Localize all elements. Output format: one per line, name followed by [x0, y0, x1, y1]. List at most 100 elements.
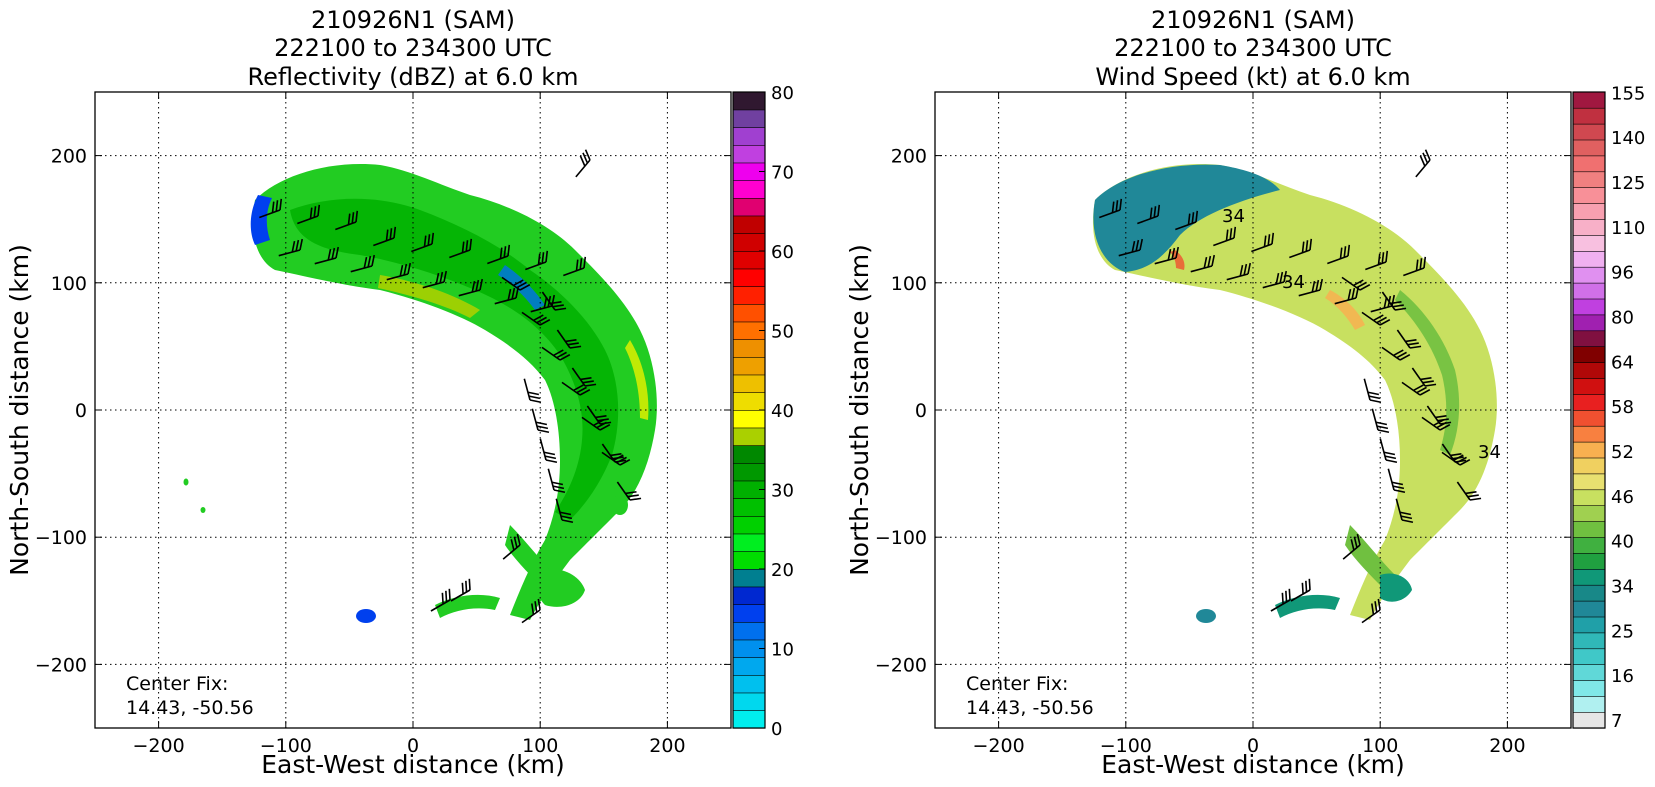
wind-barb: [1118, 238, 1144, 257]
colorbar-segment: [1572, 679, 1606, 697]
y-tick-label: 0: [75, 400, 87, 422]
colorbar-segment: [1572, 457, 1606, 475]
wind-barb: [1387, 468, 1406, 494]
wind-speed-panel: 210926N1 (SAM) 222100 to 234300 UTC Wind…: [845, 6, 1645, 779]
colorbar-tick-label: 96: [1611, 263, 1634, 284]
wind-barb: [373, 226, 397, 247]
y-tick-label: 100: [891, 273, 927, 295]
colorbar-segment: [1572, 584, 1606, 602]
rainband-yellow-edge: [378, 275, 480, 318]
colorbar-segment: [732, 445, 766, 464]
colorbar-segment: [732, 180, 766, 199]
grid: [935, 92, 1571, 728]
wind-barb: [1327, 244, 1351, 265]
title-line-1: 210926N1 (SAM): [311, 6, 515, 34]
colorbar-segment: [1572, 536, 1606, 554]
colorbar-segment: [1572, 250, 1606, 268]
wind-barb: [1290, 578, 1311, 602]
center-fix-annotation: Center Fix: 14.43, -50.56: [126, 673, 254, 719]
rainband-blue-inner: [498, 265, 545, 310]
y-tick-label: −200: [875, 654, 927, 676]
small-cell-west: [1196, 609, 1216, 623]
small-cell-east: [612, 495, 628, 515]
colorbar-tick-label: 60: [771, 242, 794, 263]
colorbar-segment: [1572, 520, 1606, 538]
colorbar-segment: [732, 551, 766, 570]
colorbar-tick-label: 34: [1611, 577, 1634, 598]
colorbar-segment: [732, 109, 766, 128]
wind-barb: [1137, 204, 1161, 225]
center-fix-label: Center Fix:: [126, 673, 228, 695]
colorbar-segment: [732, 356, 766, 376]
reflectivity-panel: 210926N1 (SAM) 222100 to 234300 UTC Refl…: [5, 6, 794, 779]
windfield-main: [1092, 164, 1497, 620]
colorbar-segment: [732, 621, 766, 641]
windfield-tail: [1345, 525, 1395, 590]
colorbar-segment: [732, 144, 766, 164]
colorbar-segment: [1572, 314, 1606, 332]
wind-barb: [571, 367, 597, 387]
colorbar-segment: [1572, 282, 1606, 300]
colorbar-segment: [732, 127, 766, 146]
rainband-main: [252, 164, 657, 620]
wind-barb: [1381, 291, 1407, 311]
colorbar-segment: [732, 409, 766, 429]
colorbar-segment: [1572, 600, 1606, 618]
wind-barb: [547, 468, 566, 494]
colorbar-segment: [1572, 473, 1606, 491]
colorbar-segment: [732, 250, 766, 270]
wind-barb: [314, 246, 340, 265]
colorbar-tick-label: 50: [771, 322, 794, 343]
wind-barb: [297, 204, 321, 225]
colorbar-segment: [732, 515, 766, 535]
colorbar-segment: [1572, 361, 1606, 379]
wind-barb: [616, 481, 642, 501]
wind-barb: [501, 276, 531, 291]
colorbar-segment: [732, 498, 766, 517]
colorbar-tick-label: 64: [1611, 352, 1634, 373]
x-axis-label: East-West distance (km): [261, 750, 565, 779]
colorbar-segment: [1572, 377, 1606, 395]
y-axis-label: North-South distance (km): [845, 244, 874, 576]
colorbar-segment: [732, 303, 766, 323]
wind-barb: [1361, 598, 1381, 624]
wind-barb: [1365, 250, 1389, 271]
wind-speed-colorbar: 7 16 25 34 40 46 52 58 64 80 96 110 125 140 155: [1572, 83, 1645, 732]
colorbar-segment: [1572, 616, 1606, 634]
colorbar-segment: [1572, 711, 1606, 729]
x-tick-label: 0: [1247, 735, 1259, 757]
contour-label: 34: [1478, 442, 1501, 463]
reflectivity-colorbar: 0 10 20 30 40 50 60 70 80: [732, 83, 794, 740]
wind-barb: [555, 498, 574, 524]
wind-barb: [1154, 246, 1180, 265]
colorbar-segment: [1572, 632, 1606, 650]
rainband-blue-west: [250, 195, 272, 245]
wind-barb: [430, 588, 451, 612]
wind-barb: [1341, 276, 1371, 291]
wind-barb: [1381, 346, 1411, 361]
x-tick-label: −100: [260, 735, 312, 757]
x-tick-label: 100: [1362, 735, 1398, 757]
wind-barb: [556, 329, 582, 349]
center-fix-value: 14.43, -50.56: [966, 697, 1094, 719]
wind-barb: [561, 381, 591, 396]
colorbar-segment: [1572, 330, 1606, 348]
wind-barb: [335, 210, 359, 231]
wind-barb: [1379, 438, 1398, 464]
grid: [95, 92, 731, 728]
x-axis-label: East-West distance (km): [1101, 750, 1405, 779]
y-tick-label: 200: [51, 146, 87, 168]
colorbar-segment: [732, 91, 766, 111]
wind-barb: [586, 405, 612, 425]
colorbar-segment: [732, 710, 766, 729]
wind-barb: [458, 278, 484, 297]
colorbar-tick-label: 70: [771, 163, 794, 184]
windfield-south-cell: [1380, 573, 1412, 602]
colorbar-tick-label: 25: [1611, 621, 1634, 642]
wind-barb: [1175, 210, 1199, 231]
wind-barb: [386, 262, 412, 281]
wind-barb: [541, 291, 567, 311]
wind-barb: [1396, 329, 1422, 349]
wind-barb: [1099, 198, 1123, 219]
colorbar-segment: [1572, 234, 1606, 252]
